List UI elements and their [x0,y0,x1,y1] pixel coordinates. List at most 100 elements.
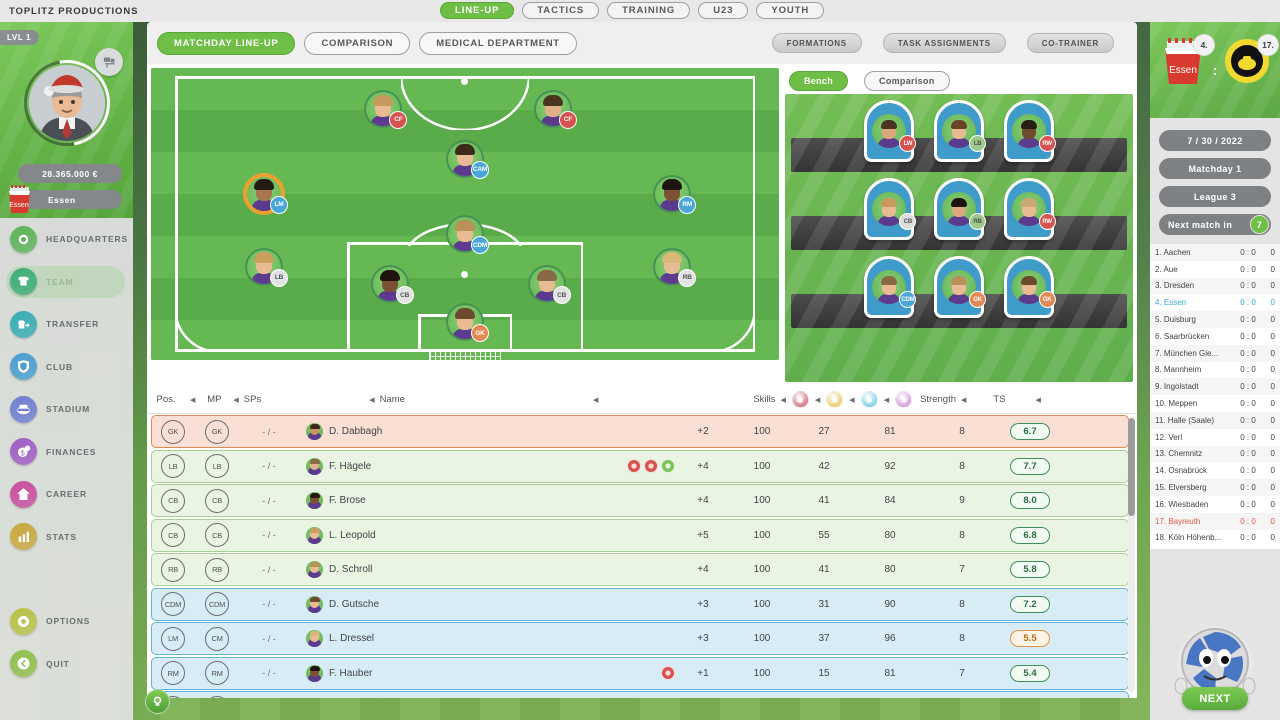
sort-arrow-ts[interactable]: ◀ [1035,396,1041,404]
pitch-player-cf[interactable]: CF [364,89,408,129]
status-icon[interactable] [644,459,658,473]
avatar[interactable] [6,43,127,163]
standings-row[interactable]: 6. Saarbrücken 0 : 0 0 [1150,328,1280,345]
table-row[interactable]: GK GK - / - D. Dabbagh +2 100 27 81 8 6.… [151,415,1129,448]
status-icon[interactable] [627,459,641,473]
match-preview[interactable]: Essen 4. : 17. [1150,22,1280,118]
table-row[interactable]: CDM CDM - / - D. Gutsche +3 100 31 90 8 … [151,587,1129,621]
sidebar-item-transfer[interactable]: TRANSFER [0,303,133,346]
sort-arrow-attr-1[interactable]: ◀ [849,396,855,404]
sort-arrow-name[interactable]: ◀ [592,396,599,404]
tab-tactics[interactable]: TACTICS [522,2,600,19]
pitch-player-cdm[interactable]: CDM [446,215,489,255]
table-row[interactable]: LM CM - / - L. Dressel +3 100 37 96 8 5.… [151,622,1129,655]
table-row[interactable]: CAM CAM - / - C. Heinz +1 100 13 98 8 7.… [151,691,1129,698]
sidebar-item-headquarters[interactable]: HEADQUARTERS [0,218,133,261]
sidebar-item-team[interactable]: TEAM [0,261,133,304]
morale-icon[interactable] [860,391,878,408]
sidebar-item-finances[interactable]: $ FINANCES [0,431,133,474]
pitch-player-gk[interactable]: GK [446,303,489,343]
standings-row[interactable]: 17. Bayreuth 0 : 0 0 [1150,512,1280,530]
sort-arrow-sps[interactable]: ◀ [369,396,375,404]
league-standings[interactable]: 1. Aachen 0 : 0 0 2. Aue 0 : 0 0 3. Dres… [1150,244,1280,549]
scrollbar-thumb[interactable] [1128,418,1135,516]
standings-row[interactable]: 10. Meppen 0 : 0 0 [1150,395,1280,412]
sort-arrow-strength[interactable]: ◀ [961,396,967,404]
standings-row[interactable]: 8. Mannheim 0 : 0 0 [1150,362,1280,379]
pitch-player-rm[interactable]: RM [653,174,697,214]
sort-arrow-attr-0[interactable]: ◀ [814,396,821,404]
table-scrollbar[interactable] [1128,418,1135,692]
pitch-player-cf[interactable]: CF [533,89,577,129]
standings-row[interactable]: 14. Osnabrück 0 : 0 0 [1150,462,1280,479]
tab-youth[interactable]: YOUTH [756,2,825,19]
standings-row[interactable]: 7. München Gie... 0 : 0 0 [1150,344,1280,362]
header-ts[interactable]: TS [993,394,1006,405]
header-sps[interactable]: SPs [243,394,262,405]
happiness-icon[interactable] [895,391,913,408]
sidebar-item-options[interactable]: OPTIONS [0,600,133,643]
stamina-icon[interactable] [826,391,844,408]
standings-row[interactable]: 2. Aue 0 : 0 0 [1150,261,1280,278]
standings-row[interactable]: 5. Duisburg 0 : 0 0 [1150,311,1280,328]
subtab-1[interactable]: COMPARISON [304,31,411,55]
hint-bulb-icon[interactable] [145,689,170,714]
bench-seat-cdm[interactable]: CDM [858,254,920,324]
pitch-player-cb[interactable]: CB [527,265,571,305]
bench-seat-lb[interactable]: LB [928,98,990,168]
bench-tab-comparison[interactable]: Comparison [864,71,950,91]
action-co-trainer[interactable]: CO-TRAINER [1026,33,1114,53]
standings-row[interactable]: 9. Ingolstadt 0 : 0 0 [1150,378,1280,396]
sidebar-item-stats[interactable]: STATS [0,516,133,559]
header-pos[interactable]: Pos. [156,394,176,405]
bench-seat-rb[interactable]: RB [928,176,990,246]
tab-line-up[interactable]: LINE-UP [440,2,515,19]
header-mp[interactable]: MP [207,394,222,405]
standings-row[interactable]: 1. Aachen 0 : 0 0 [1150,244,1280,261]
subtab-2[interactable]: MEDICAL DEPARTMENT [419,31,577,55]
bench-tab-bench[interactable]: Bench [789,71,849,91]
bench-seat-rw[interactable]: RW [998,98,1060,168]
sidebar-item-club[interactable]: CLUB [0,346,133,389]
standings-row[interactable]: 18. Köln Höhenb... 0 : 0 0 [1150,530,1280,547]
standings-row[interactable]: 11. Halle (Saale) 0 : 0 0 [1150,411,1280,429]
status-icon[interactable] [661,666,675,680]
sidebar-item-career[interactable]: CAREER [0,473,133,516]
pitch-player-cb[interactable]: CB [370,265,414,305]
pitch-player-lb[interactable]: LB [245,247,289,287]
table-row[interactable]: CB CB - / - L. Leopold +5 100 55 80 8 6.… [151,518,1129,552]
header-strength[interactable]: Strength [920,394,956,405]
header-name[interactable]: Name [379,394,405,405]
pitch-player-cam[interactable]: CAM [446,139,489,179]
bench-seat-cb[interactable]: CB [858,176,920,246]
fitness-icon[interactable] [791,391,809,408]
bench-seat-gk[interactable]: GK [998,254,1060,324]
subtab-0[interactable]: MATCHDAY LINE-UP [157,31,296,55]
pitch[interactable]: CF CF CAM LM [151,68,779,360]
next-button[interactable]: NEXT [1182,687,1248,710]
desk-icon[interactable] [95,48,123,76]
standings-row[interactable]: 4. Essen 0 : 0 0 [1150,294,1280,311]
action-formations[interactable]: FORMATIONS [771,33,862,53]
table-row[interactable]: CB CB - / - F. Brose +4 100 41 84 9 8.0 [151,484,1129,517]
bench-seat-gk[interactable]: GK [928,254,990,324]
sort-arrow-pos[interactable]: ◀ [190,396,196,404]
sort-arrow-mp[interactable]: ◀ [233,396,239,404]
header-skills[interactable]: Skills [753,394,776,405]
standings-row[interactable]: 3. Dresden 0 : 0 0 [1150,277,1280,295]
table-row[interactable]: RB RB - / - D. Schroll +4 100 41 80 7 5.… [151,553,1129,586]
pitch-player-lm[interactable]: LM [245,174,289,214]
sort-arrow-attr-2[interactable]: ◀ [883,396,890,404]
tab-training[interactable]: TRAINING [607,2,691,19]
standings-row[interactable]: 15. Elversberg 0 : 0 0 [1150,479,1280,496]
action-task-assignments[interactable]: TASK ASSIGNMENTS [882,33,1006,53]
standings-row[interactable]: 12. Verl 0 : 0 0 [1150,429,1280,446]
standings-row[interactable]: 13. Chemnitz 0 : 0 0 [1150,445,1280,463]
bench-area[interactable]: LW LB RW [785,94,1133,382]
status-icon[interactable] [661,459,675,473]
table-row[interactable]: RM RM - / - F. Hauber +1 100 15 81 7 5.4 [151,656,1129,690]
tab-u23[interactable]: U23 [698,2,749,19]
sidebar-item-stadium[interactable]: STADIUM [0,388,133,431]
sidebar-item-quit[interactable]: QUIT [0,643,133,686]
bench-seat-rw[interactable]: RW [998,176,1060,246]
